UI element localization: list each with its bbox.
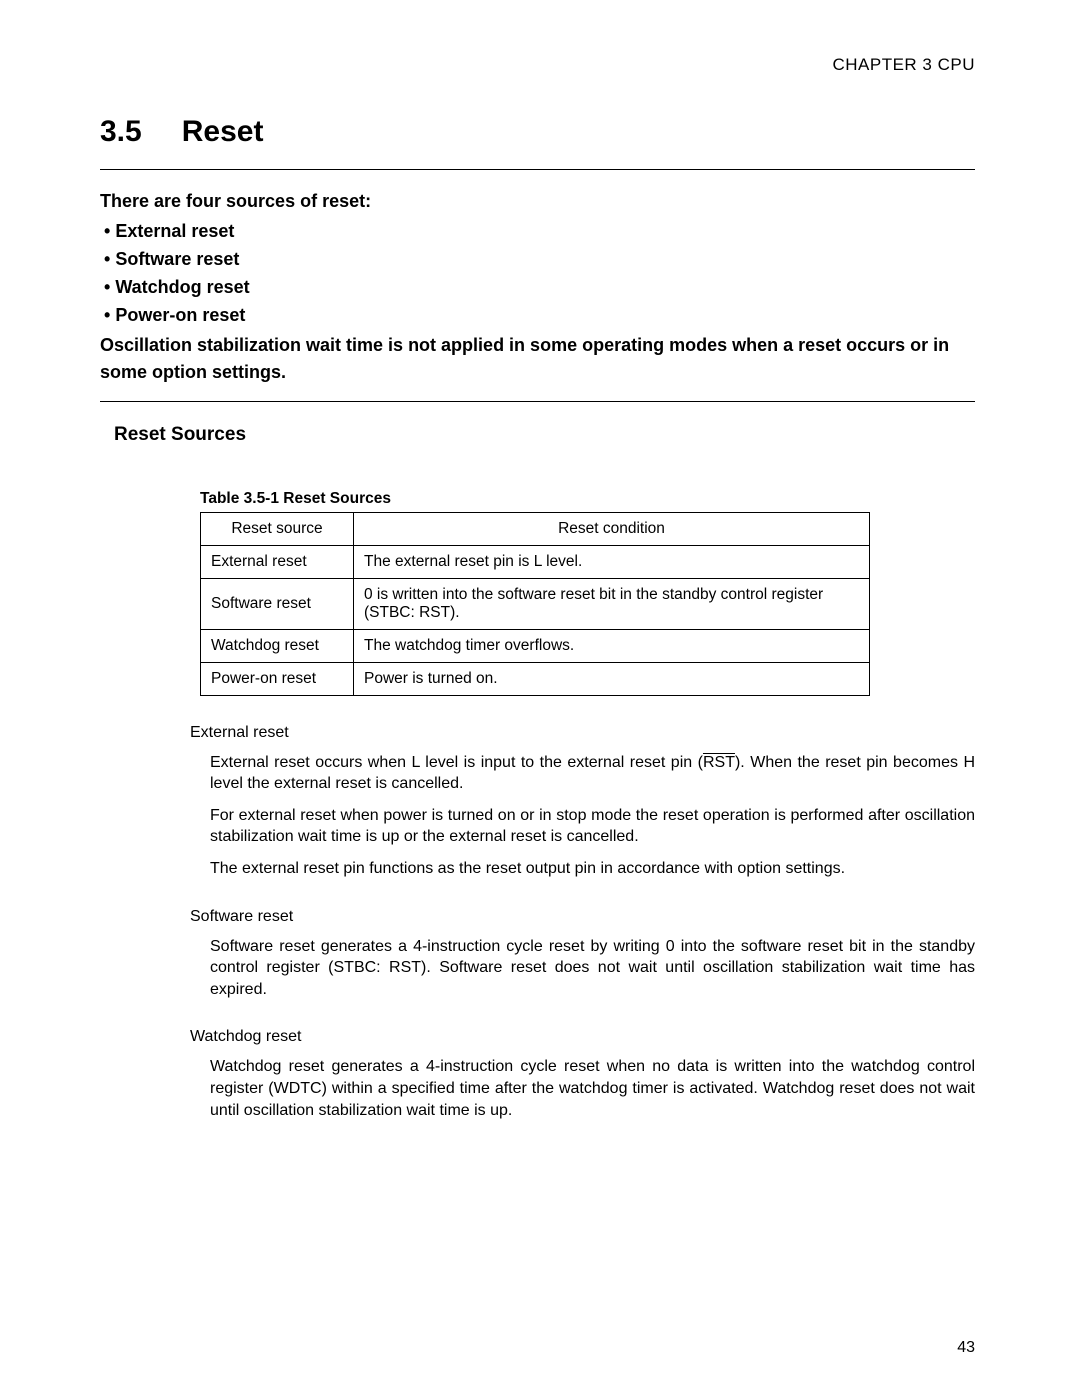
- intro-lead: There are four sources of reset:: [100, 188, 975, 214]
- intro-bullet: Power-on reset: [104, 302, 975, 328]
- table-col-source: Reset source: [201, 512, 354, 545]
- description-block-watchdog: Watchdog reset Watchdog reset generates …: [190, 1028, 975, 1121]
- description-body: External reset occurs when L level is in…: [210, 752, 975, 880]
- description-title: Watchdog reset: [190, 1028, 975, 1046]
- subsection-title: Reset Sources: [114, 424, 975, 446]
- cell-condition: The watchdog timer overflows.: [354, 629, 870, 662]
- table-row: External reset The external reset pin is…: [201, 545, 870, 578]
- intro-list: External reset Software reset Watchdog r…: [100, 218, 975, 328]
- cell-condition: 0 is written into the software reset bit…: [354, 578, 870, 629]
- section-title: 3.5 Reset: [100, 115, 975, 149]
- reset-sources-table: Reset source Reset condition External re…: [200, 512, 870, 696]
- intro-bullet: Watchdog reset: [104, 274, 975, 300]
- divider-top: [100, 169, 975, 170]
- intro-block: There are four sources of reset: Externa…: [100, 188, 975, 385]
- cell-source: Watchdog reset: [201, 629, 354, 662]
- table-row: Power-on reset Power is turned on.: [201, 662, 870, 695]
- table-header-row: Reset source Reset condition: [201, 512, 870, 545]
- description-paragraph: Watchdog reset generates a 4-instruction…: [210, 1056, 975, 1121]
- table-col-condition: Reset condition: [354, 512, 870, 545]
- cell-source: Software reset: [201, 578, 354, 629]
- description-title: Software reset: [190, 908, 975, 926]
- page: CHAPTER 3 CPU 3.5 Reset There are four so…: [0, 0, 1080, 1397]
- description-paragraph: External reset occurs when L level is in…: [210, 752, 975, 795]
- page-number: 43: [957, 1339, 975, 1357]
- description-body: Watchdog reset generates a 4-instruction…: [210, 1056, 975, 1121]
- description-paragraph: Software reset generates a 4-instruction…: [210, 936, 975, 1001]
- intro-bullet: Software reset: [104, 246, 975, 272]
- table-row: Watchdog reset The watchdog timer overfl…: [201, 629, 870, 662]
- cell-source: Power-on reset: [201, 662, 354, 695]
- description-block-software: Software reset Software reset generates …: [190, 908, 975, 1001]
- description-title: External reset: [190, 724, 975, 742]
- chapter-header: CHAPTER 3 CPU: [100, 55, 975, 75]
- para-text: External reset occurs when L level is in…: [210, 754, 703, 771]
- cell-source: External reset: [201, 545, 354, 578]
- description-body: Software reset generates a 4-instruction…: [210, 936, 975, 1001]
- divider-bottom: [100, 401, 975, 402]
- intro-bullet: External reset: [104, 218, 975, 244]
- description-paragraph: For external reset when power is turned …: [210, 805, 975, 848]
- description-paragraph: The external reset pin functions as the …: [210, 858, 975, 880]
- rst-pin: RST: [703, 754, 735, 771]
- section-name: Reset: [182, 115, 264, 148]
- description-block-external: External reset External reset occurs whe…: [190, 724, 975, 880]
- intro-note: Oscillation stabilization wait time is n…: [100, 332, 975, 384]
- cell-condition: The external reset pin is L level.: [354, 545, 870, 578]
- section-number: 3.5: [100, 115, 142, 149]
- table-row: Software reset 0 is written into the sof…: [201, 578, 870, 629]
- cell-condition: Power is turned on.: [354, 662, 870, 695]
- table-caption: Table 3.5-1 Reset Sources: [200, 490, 975, 508]
